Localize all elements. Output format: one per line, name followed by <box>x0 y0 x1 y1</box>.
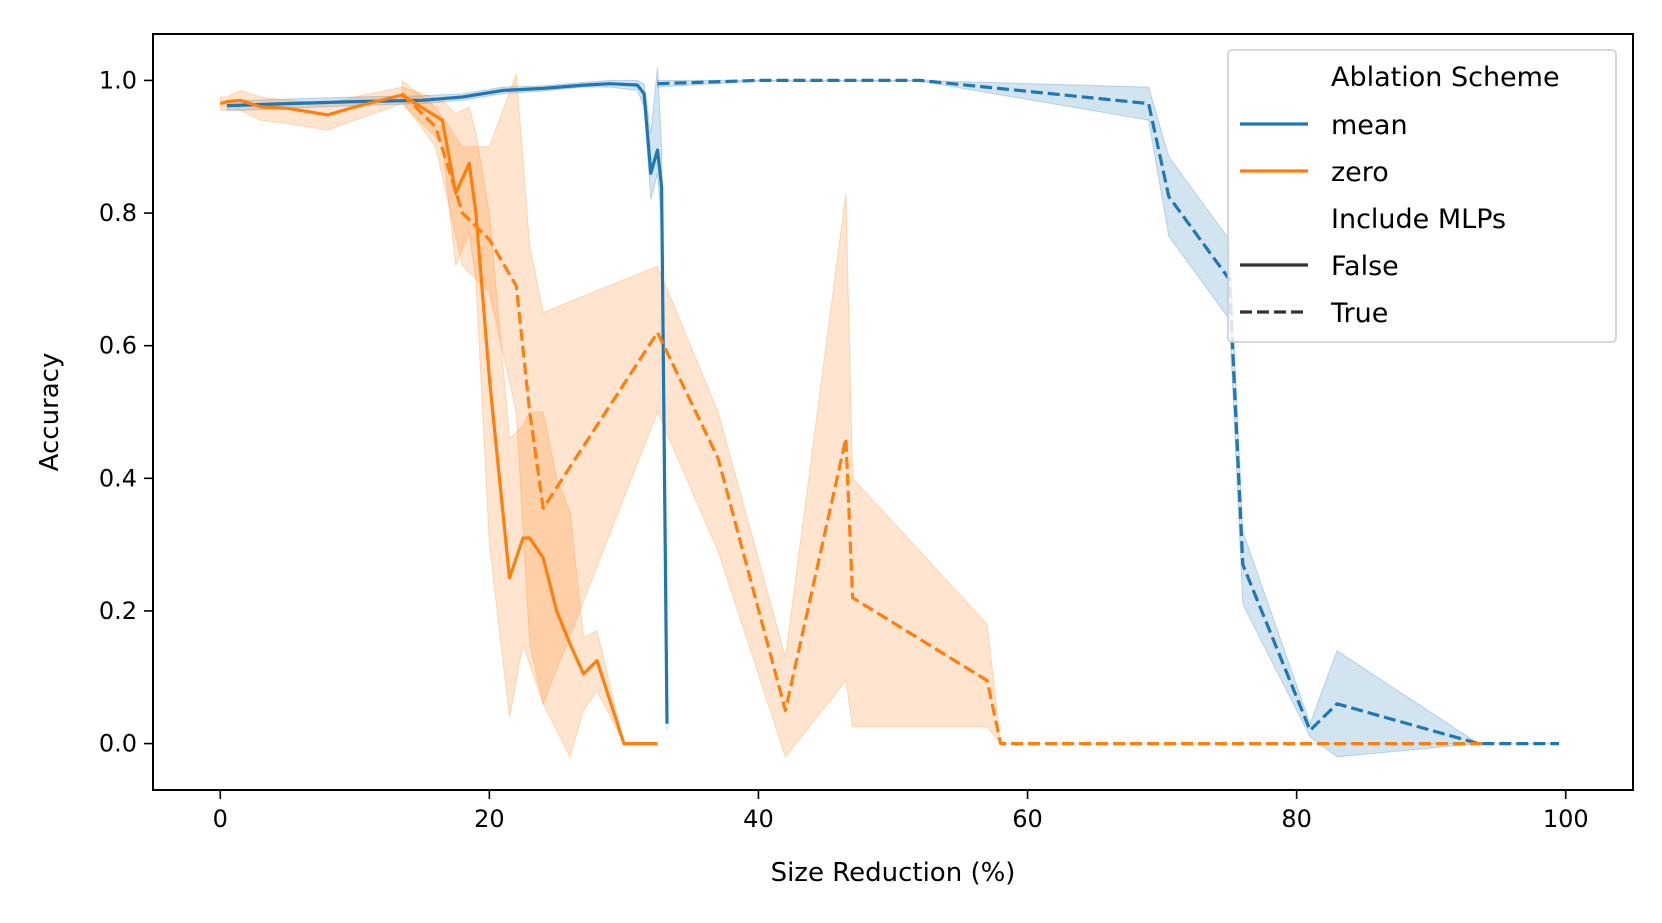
y-tick-label: 0.0 <box>99 730 137 758</box>
y-tick-label: 0.2 <box>99 597 137 625</box>
x-tick-label: 80 <box>1281 805 1312 833</box>
legend-box <box>1227 49 1617 343</box>
legend-label-false: False <box>1331 251 1399 282</box>
y-axis-title: Accuracy <box>35 353 65 472</box>
legend-hue-title: Ablation Scheme <box>1331 62 1560 93</box>
x-axis-title: Size Reduction (%) <box>771 858 1016 888</box>
x-tick-label: 40 <box>743 805 774 833</box>
y-tick-label: 0.6 <box>99 332 137 360</box>
legend-style-title: Include MLPs <box>1331 204 1506 235</box>
plot-frame <box>152 33 1634 791</box>
y-axis-ticks: 0.0 0.2 0.4 0.6 0.8 1.0 <box>99 66 153 758</box>
y-tick-label: 0.4 <box>99 464 137 492</box>
legend-label-zero: zero <box>1331 157 1389 188</box>
x-axis-ticks: 0 20 40 60 80 100 <box>213 790 1589 833</box>
line-zero-mlps-false <box>219 93 658 746</box>
y-tick-label: 1.0 <box>99 66 137 94</box>
legend-label-mean: mean <box>1331 110 1408 141</box>
legend-label-true: True <box>1330 298 1388 329</box>
x-tick-label: 100 <box>1543 805 1589 833</box>
band-mean-mlps-false <box>226 67 668 731</box>
line-mean-mlps-false <box>226 82 669 724</box>
x-tick-label: 20 <box>474 805 505 833</box>
x-tick-label: 0 <box>213 805 228 833</box>
y-tick-label: 0.8 <box>99 199 137 227</box>
legend: Ablation Scheme mean zero Include MLPs F… <box>1227 49 1617 343</box>
x-tick-label: 60 <box>1012 805 1043 833</box>
line-zero-mlps-true <box>400 92 1485 746</box>
